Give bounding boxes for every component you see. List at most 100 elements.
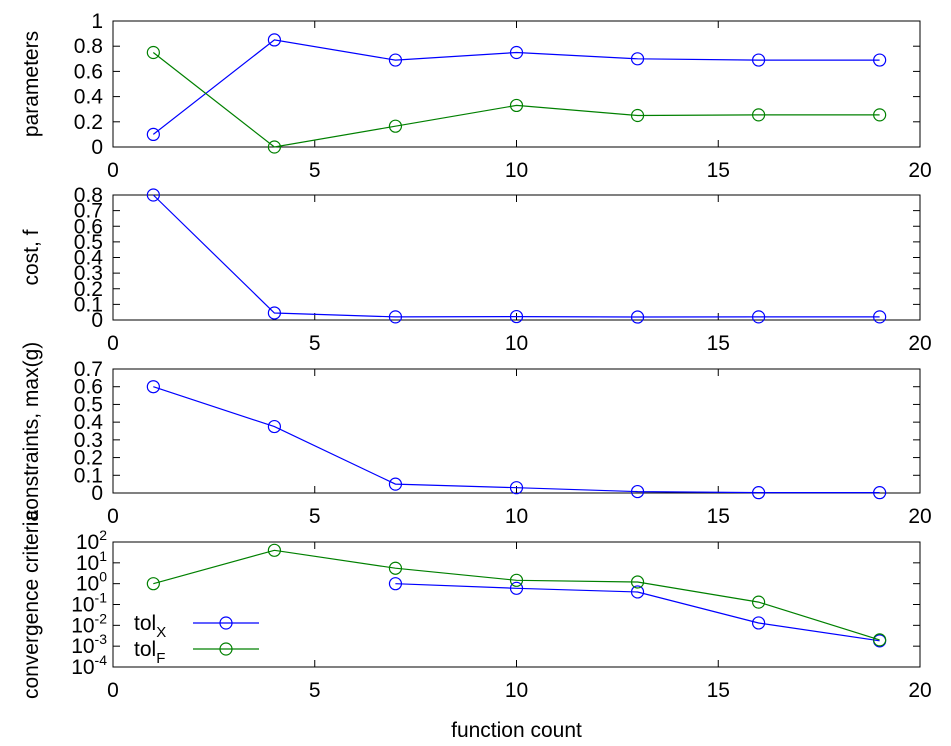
data-point [267, 419, 281, 434]
series-1 [146, 188, 887, 324]
x-tick-label: 15 [707, 505, 730, 528]
y-tick-label: 0.8 [74, 35, 103, 58]
plot-frame [112, 194, 921, 321]
data-point [751, 616, 766, 630]
y-tick-label: 0 [91, 309, 103, 332]
series-line [153, 549, 880, 641]
series-1 [146, 33, 887, 141]
y-axis-title: convergence criteria [20, 510, 43, 699]
legend-label: tolF [134, 638, 165, 667]
data-point [630, 575, 645, 589]
y-tick-label: 0.6 [74, 60, 103, 83]
series-line [152, 39, 880, 135]
data-point [509, 45, 524, 60]
x-tick-label: 15 [707, 159, 730, 182]
data-point [630, 585, 645, 599]
y-tick-label: 100 [76, 569, 107, 596]
x-tick-label: 10 [505, 332, 528, 355]
series-1 [146, 380, 887, 500]
data-point [509, 581, 524, 595]
x-tick-label: 15 [707, 679, 730, 702]
data-point [146, 577, 160, 591]
x-tick-label: 0 [107, 332, 119, 355]
data-point [146, 380, 160, 394]
data-point [146, 45, 160, 60]
y-tick-label: 0.4 [74, 247, 104, 270]
x-tick-label: 10 [505, 505, 528, 528]
data-point [873, 310, 887, 324]
y-tick-label: 0 [91, 482, 103, 505]
legend-marker [219, 616, 233, 630]
panel-2: 0 5 10 15 20 00.10.20.30.40.50.60.70.8 cost, f [20, 184, 932, 355]
x-axis-title: function count [451, 719, 582, 742]
y-tick-label: 102 [76, 527, 107, 554]
data-point [388, 561, 403, 575]
data-point [873, 53, 887, 67]
data-point [751, 108, 766, 122]
legend-entry: tolX [134, 612, 259, 641]
data-point [509, 98, 524, 113]
data-point [388, 477, 403, 491]
y-tick-label: 0.1 [74, 293, 103, 316]
data-point [388, 577, 403, 591]
plot-frame [112, 368, 921, 494]
data-point [388, 53, 403, 67]
y-axis-title: constraints, max(g) [20, 342, 43, 521]
plot-frame [112, 20, 921, 148]
data-point [873, 633, 887, 647]
x-tick-label: 0 [107, 159, 119, 182]
x-tick-label: 20 [908, 505, 931, 528]
x-tick-label: 5 [309, 159, 321, 182]
y-tick-label: 0.2 [74, 111, 103, 134]
panel-3: 0 5 10 15 20 00.10.20.30.40.50.60.7 constraint… [20, 342, 932, 528]
y-tick-label: 0.3 [74, 262, 103, 285]
series-2 [146, 45, 887, 154]
y-tick-label: 0.4 [74, 411, 104, 434]
y-tick-label: 0 [91, 136, 103, 159]
y-tick-label: 0.6 [74, 376, 103, 399]
data-point [146, 127, 160, 141]
plot-frame [112, 541, 921, 668]
y-tick-label: 0.5 [74, 393, 103, 416]
legend-label: tolX [134, 612, 166, 641]
data-point [509, 309, 524, 324]
data-point [751, 53, 766, 67]
data-point [630, 310, 645, 324]
data-point [873, 108, 887, 122]
data-point [630, 108, 645, 123]
x-tick-label: 5 [309, 679, 321, 702]
x-tick-label: 10 [505, 159, 528, 182]
legend-entry: tolF [134, 638, 259, 667]
x-tick-label: 20 [908, 159, 931, 182]
x-tick-label: 5 [309, 505, 321, 528]
series-line [395, 583, 880, 642]
data-point [146, 188, 160, 202]
data-point [751, 486, 766, 500]
y-tick-label: 10-2 [71, 610, 107, 637]
data-point [873, 634, 887, 648]
legend-marker [219, 642, 233, 656]
series-line [152, 194, 880, 318]
y-tick-label: 101 [76, 548, 107, 575]
data-point [630, 484, 645, 499]
y-tick-label: 0.8 [74, 184, 103, 207]
data-point [751, 595, 766, 609]
data-point [388, 119, 403, 133]
y-tick-label: 0.4 [74, 86, 104, 109]
y-tick-label: 10-1 [71, 590, 107, 617]
data-point [267, 33, 281, 47]
y-tick-label: 0.3 [74, 429, 103, 452]
y-tick-label: 10-4 [71, 652, 107, 679]
y-tick-label: 0.1 [74, 464, 103, 487]
data-point [873, 486, 887, 500]
data-point [509, 573, 524, 587]
series-line [153, 386, 880, 494]
x-tick-label: 10 [505, 679, 528, 702]
y-axis-title: cost, f [20, 229, 43, 285]
x-tick-label: 20 [908, 679, 931, 702]
data-point [630, 52, 645, 66]
